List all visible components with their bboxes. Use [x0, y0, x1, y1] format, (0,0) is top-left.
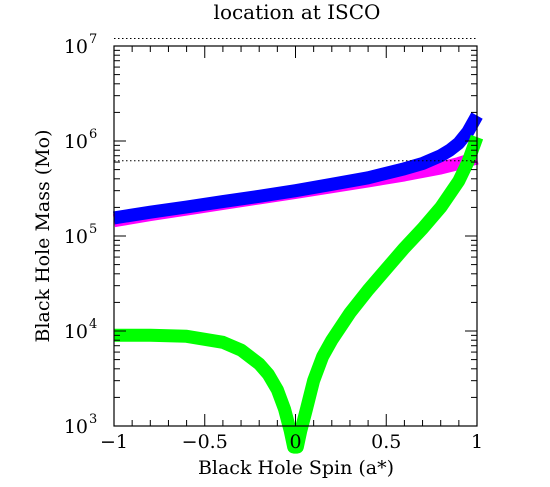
x-tick-label: 0.5	[371, 431, 401, 453]
y-tick-label: 10	[64, 321, 88, 343]
reference-lines	[114, 37, 477, 162]
axis-ticks	[113, 45, 478, 427]
y-tick-label: 10	[64, 36, 88, 58]
x-tick-labels: −1 −0.5 0 0.5 1	[100, 431, 483, 453]
y-tick-label: 10	[64, 131, 88, 153]
y-tick-exponent: 5	[89, 222, 97, 237]
chart-title: location at ISCO	[214, 0, 381, 24]
y-tick-exponent: 6	[89, 127, 97, 142]
y-tick-exponent: 3	[89, 412, 97, 427]
x-axis-label: Black Hole Spin (a*)	[198, 457, 394, 479]
series-blue	[112, 112, 483, 225]
series-layer	[112, 112, 484, 454]
y-tick-label: 10	[64, 416, 88, 438]
y-tick-exponent: 7	[89, 32, 97, 47]
x-tick-label: −1	[100, 431, 128, 453]
x-tick-label: 1	[471, 431, 483, 453]
y-tick-exponent: 4	[89, 317, 97, 332]
x-tick-label: 0	[289, 431, 301, 453]
series-green	[114, 134, 484, 454]
y-tick-label: 10	[64, 226, 88, 248]
y-axis-label: Black Hole Mass (Mo)	[32, 130, 54, 343]
x-tick-label: −0.5	[182, 431, 228, 453]
